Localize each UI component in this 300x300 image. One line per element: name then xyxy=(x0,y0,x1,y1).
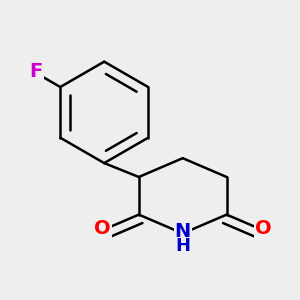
Text: N: N xyxy=(175,222,191,241)
Text: H: H xyxy=(175,237,190,255)
Text: F: F xyxy=(30,62,43,81)
Text: O: O xyxy=(94,219,111,238)
Text: O: O xyxy=(255,219,271,238)
